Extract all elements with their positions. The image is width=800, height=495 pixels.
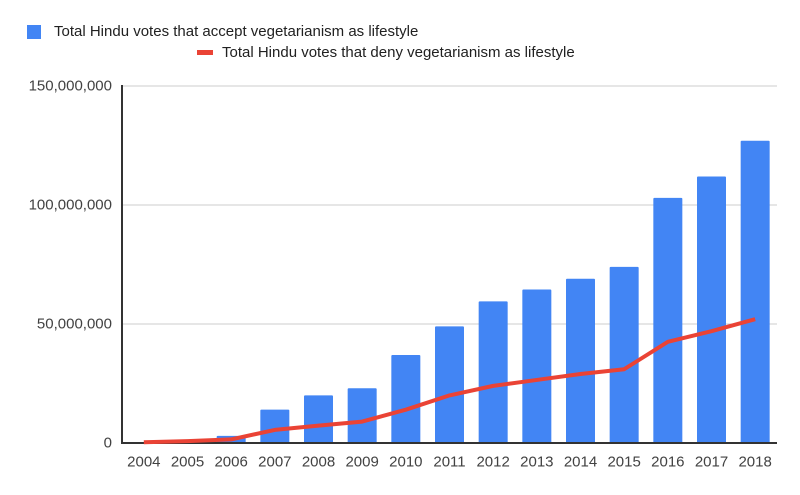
- x-tick-label: 2008: [302, 454, 335, 471]
- bar-2007[interactable]: [260, 409, 290, 443]
- bar-2016[interactable]: [653, 197, 683, 443]
- bar-2017[interactable]: [697, 176, 726, 443]
- x-tick-label: 2006: [214, 454, 247, 471]
- x-tick-label: 2004: [127, 454, 160, 471]
- bar-2014[interactable]: [566, 278, 595, 443]
- x-tick-label: 2016: [651, 454, 684, 471]
- line-series-marker-icon: [197, 50, 213, 55]
- line-series[interactable]: [143, 317, 756, 445]
- bar-2015[interactable]: [609, 266, 639, 443]
- bar-2008[interactable]: [304, 395, 333, 443]
- bar-series-marker-icon: [27, 24, 41, 39]
- bar-2010[interactable]: [391, 354, 421, 443]
- bar-2011[interactable]: [435, 326, 464, 443]
- x-tick-label: 2005: [171, 454, 204, 471]
- x-tick-label: 2017: [695, 454, 728, 471]
- legend-label-deny: Total Hindu votes that deny vegetarianis…: [222, 44, 575, 61]
- legend-item-accept[interactable]: Total Hindu votes that accept vegetarian…: [27, 24, 418, 39]
- legend-item-deny[interactable]: Total Hindu votes that deny vegetarianis…: [197, 45, 575, 60]
- y-tick-label: 100,000,000: [29, 197, 112, 214]
- y-tick-label: 50,000,000: [37, 316, 112, 333]
- x-tick-label: 2011: [433, 454, 465, 471]
- legend-label-accept: Total Hindu votes that accept vegetarian…: [54, 23, 419, 40]
- x-tick-label: 2015: [607, 454, 640, 471]
- x-tick-label: 2014: [564, 454, 597, 471]
- y-tick-label: 150,000,000: [29, 78, 112, 95]
- bar-2012[interactable]: [478, 301, 508, 443]
- bar-2018[interactable]: [740, 140, 770, 444]
- x-tick-label: 2013: [520, 454, 553, 471]
- x-tick-label: 2009: [345, 454, 378, 471]
- x-tick-label: 2012: [476, 454, 509, 471]
- bar-2013[interactable]: [522, 289, 552, 443]
- bar-2009[interactable]: [347, 388, 377, 443]
- y-tick-label: 0: [104, 435, 112, 452]
- x-tick-label: 2007: [258, 454, 291, 471]
- x-tick-label: 2018: [738, 454, 771, 471]
- x-tick-label: 2010: [389, 454, 422, 471]
